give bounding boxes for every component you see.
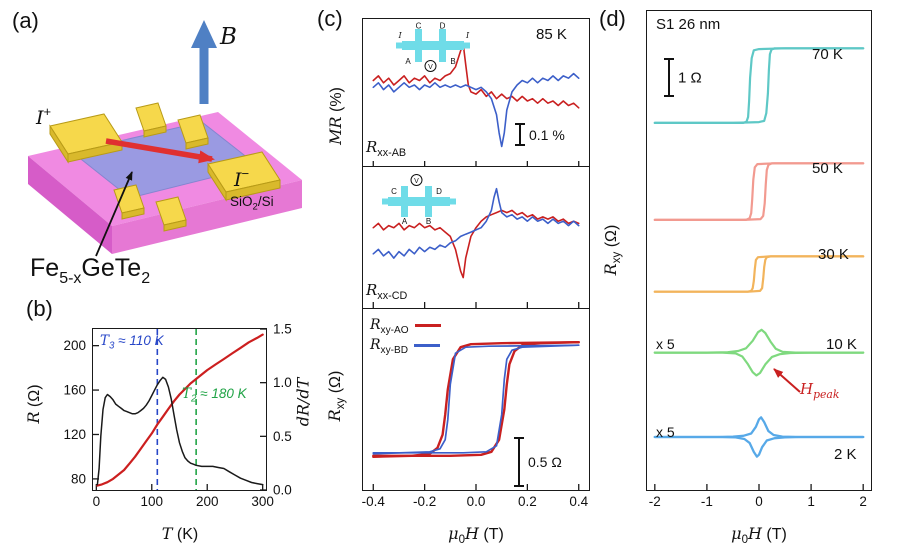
d-ylabel: Rxy (Ω) [600,224,624,276]
svg-text:D: D [440,22,446,31]
svg-text:A: A [405,57,411,66]
c-xlabel: μ0H (T) [448,524,504,547]
svg-text:300: 300 [251,494,274,509]
material-label: Fe5-xGeTe2 [30,254,150,287]
svg-text:-2: -2 [649,494,661,509]
svg-text:B: B [426,217,431,225]
temp-label-10k: 10 K [826,336,857,353]
svg-text:V: V [428,64,433,71]
hall-bar-inset-ab: C D A B I I V [396,22,470,72]
panel-a-label: (a) [12,8,39,33]
c-temperature-label: 85 K [536,26,567,43]
c-scalebar-mr: 0.1 % [515,123,565,146]
panel-a-schematic: B I+ I− SiO2/Si Fe5-xGeTe2 [28,20,302,287]
small-electrodes [113,102,209,232]
svg-text:0.5: 0.5 [273,429,292,444]
substrate-left-face [28,156,112,254]
substrate-front-face [112,180,302,254]
svg-text:D: D [436,187,442,196]
c-scalebar-rxy: 0.5 Ω [514,437,562,487]
b-ylabel-left: R (Ω) [24,384,43,424]
voltmeter-icon [424,60,437,72]
svg-text:200: 200 [63,338,86,353]
svg-text:-0.2: -0.2 [413,494,436,509]
svg-text:1.0: 1.0 [273,375,292,390]
svg-text:2: 2 [859,494,867,509]
svg-text:0: 0 [93,494,101,509]
d-scalebar: 1 Ω [664,58,702,97]
svg-text:80: 80 [71,471,86,486]
panel-c-middle-chart [362,166,590,310]
svg-text:I: I [398,31,403,40]
voltmeter-icon [410,174,423,186]
svg-text:1: 1 [807,494,815,509]
substrate-label: SiO2/Si [230,194,274,213]
c-trace-label-ab: Rxx-AB [366,138,407,159]
svg-text:0.0: 0.0 [467,494,486,509]
temp-label-70k: 70 K [812,46,843,63]
c-ylabel-mr: MR (%) [326,87,345,145]
material-pointer-arrow [95,171,133,257]
panel-b-chart: 0 100 200 300 80 120 160 200 0.0 0.5 1.0 1.5 [63,322,291,510]
svg-text:1.5: 1.5 [273,322,292,337]
svg-text:0.2: 0.2 [518,494,537,509]
legend-line-red [414,323,441,327]
svg-text:200: 200 [196,494,219,509]
svg-text:V: V [414,178,419,185]
temp-label-50k: 50 K [812,160,843,177]
panel-c-bottom-chart: -0.4 -0.2 0.0 0.2 0.4 [362,307,590,509]
b-field-arrow [191,20,217,104]
b-ylabel-right: dR/dT [293,377,313,427]
legend-rxy-bd: Rxy-BD [370,336,440,356]
d-xlabel: μ0H (T) [731,524,787,547]
svg-text:C: C [416,22,422,31]
t2-annotation: T2 ≈ 180 K [182,386,247,405]
svg-text:160: 160 [63,383,86,398]
svg-text:100: 100 [141,494,164,509]
svg-text:-1: -1 [701,494,713,509]
multiplier-label-10k: x 5 [656,336,675,352]
svg-text:0.0: 0.0 [273,483,292,498]
temp-label-30k: 30 K [818,246,849,263]
t3-annotation: T3 ≈ 110 K [100,333,164,352]
legend-rxy-ao: Rxy-AO [370,316,441,336]
hall-bar-shape [396,29,470,62]
current-arrow [105,138,215,164]
b-field-label: B [219,24,237,50]
b-xlabel: T (K) [161,524,199,543]
svg-text:0.4: 0.4 [569,494,588,509]
i-plus-label: I+ [35,104,51,129]
c-trace-label-cd: Rxx-CD [366,281,408,302]
hall-bar-shape [382,186,456,217]
d-sample-label: S1 26 nm [656,16,721,33]
hpeak-label: Hpeak [800,380,840,401]
svg-text:0: 0 [755,494,763,509]
c-ylabel-rxy: Rxy (Ω) [324,370,348,422]
current-pads [49,113,281,202]
svg-text:-0.4: -0.4 [362,494,386,509]
temp-label-2k: 2 K [834,446,857,463]
hpeak-arrow [773,368,801,393]
svg-text:I: I [465,31,470,40]
i-minus-label: I− [233,166,249,191]
svg-text:120: 120 [63,427,86,442]
svg-text:B: B [450,57,455,66]
panel-c-label: (c) [317,6,343,31]
multiplier-label-2k: x 5 [656,424,675,440]
hall-bar-inset-cd: V C D A B [382,174,456,225]
legend-line-blue [413,343,440,347]
panel-d-chart: -2 -1 0 1 2 [646,10,872,509]
panel-d-label: (d) [599,6,626,31]
panel-b-label: (b) [26,296,53,321]
svg-text:C: C [391,187,397,196]
svg-text:A: A [402,217,408,225]
